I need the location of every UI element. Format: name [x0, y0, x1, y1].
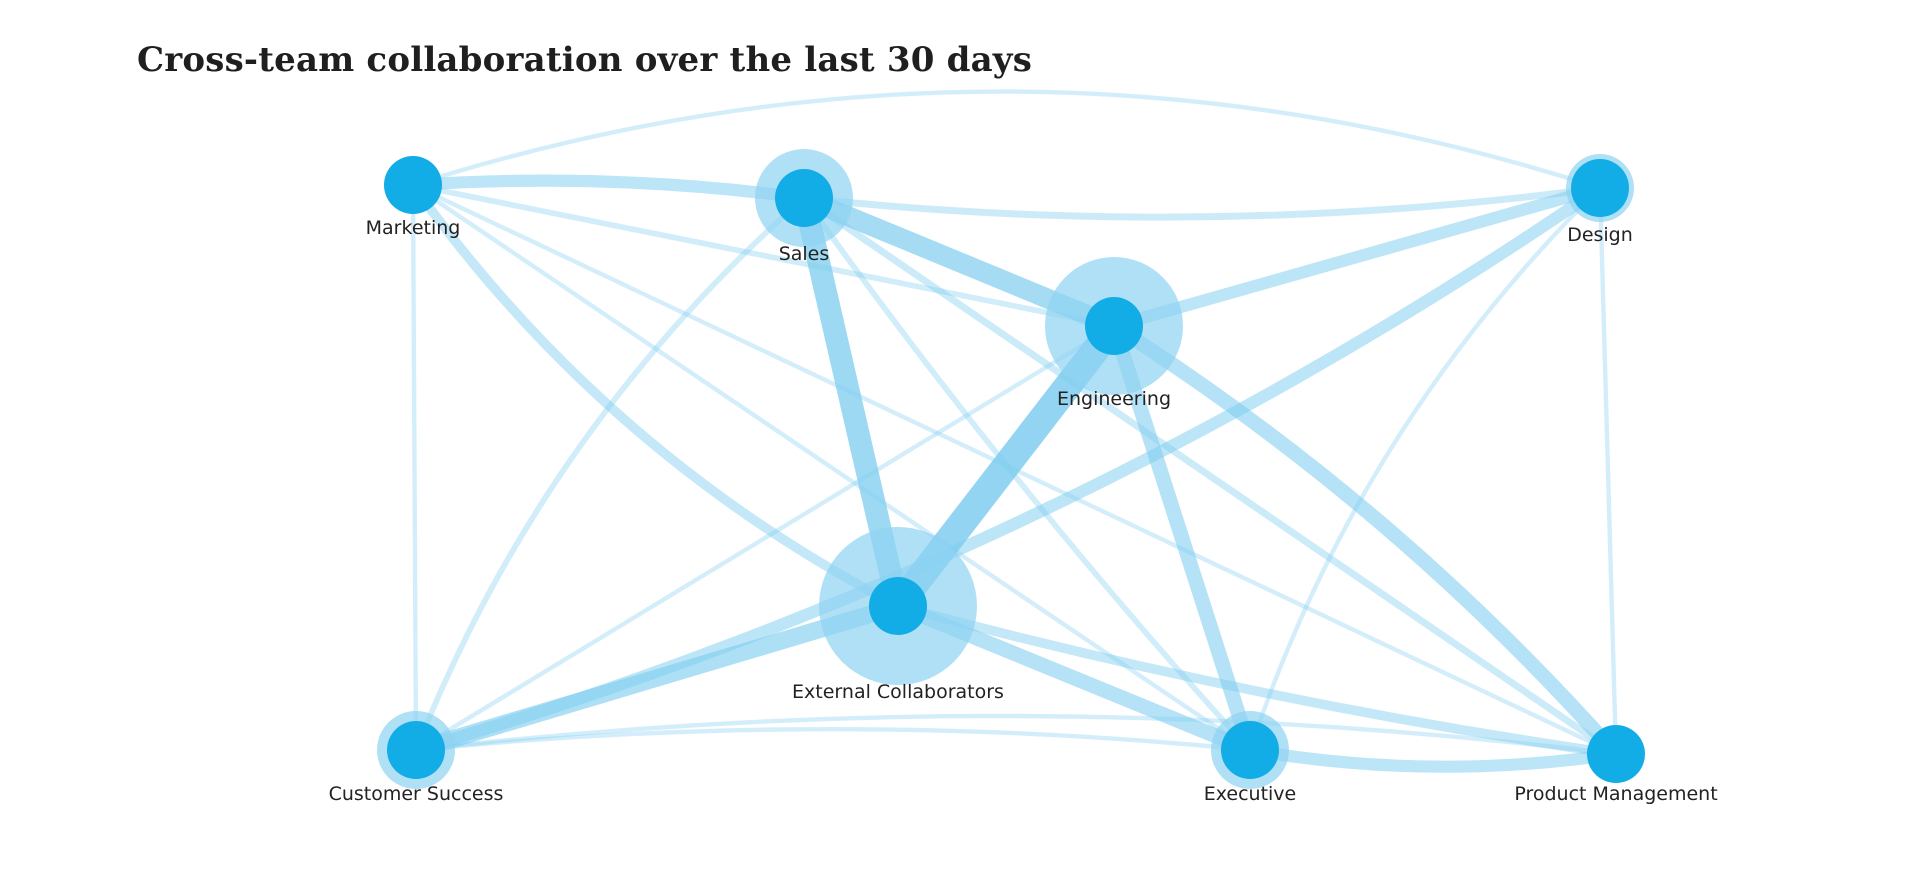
label-layer: Marketing Sales Design Engineering External … — [329, 217, 1718, 805]
node-product[interactable] — [1587, 725, 1645, 783]
edge-customer_success-design — [409, 181, 1607, 757]
edge-sales-design — [800, 184, 1604, 221]
node-external[interactable] — [869, 577, 927, 635]
node-label-sales: Sales — [779, 243, 830, 265]
node-label-engineering: Engineering — [1057, 388, 1171, 410]
edge-marketing-external — [408, 180, 903, 611]
edge-customer_success-executive — [413, 726, 1253, 753]
edge-sales-customer_success — [413, 195, 807, 753]
edge-sales-product — [800, 194, 1620, 758]
edge-sales-executive — [801, 195, 1253, 753]
edge-marketing-engineering — [410, 182, 1117, 329]
node-label-design: Design — [1567, 224, 1633, 246]
node-engineering[interactable] — [1085, 297, 1143, 355]
edge-marketing-sales — [406, 174, 811, 205]
edge-engineering-design — [1107, 181, 1607, 333]
edge-marketing-product — [410, 182, 1619, 757]
node-label-external: External Collaborators — [792, 681, 1004, 703]
edge-marketing-executive — [410, 182, 1253, 753]
edge-marketing-customer_success — [410, 182, 419, 753]
node-marketing[interactable] — [384, 156, 442, 214]
node-design[interactable] — [1571, 159, 1629, 217]
edge-external-product — [893, 601, 1621, 759]
edge-engineering-product — [1106, 318, 1624, 762]
node-label-executive: Executive — [1204, 783, 1297, 805]
edge-customer_success-engineering — [413, 323, 1117, 753]
node-customer_success[interactable] — [387, 721, 445, 779]
page-title: Cross-team collaboration over the last 3… — [137, 40, 1033, 80]
edge-design-product — [1597, 185, 1619, 757]
node-label-marketing: Marketing — [366, 217, 461, 239]
node-layer — [384, 156, 1645, 783]
node-label-product: Product Management — [1514, 783, 1717, 805]
node-executive[interactable] — [1221, 721, 1279, 779]
edge-executive-product — [1243, 743, 1623, 773]
edge-customer_success-product — [413, 713, 1619, 757]
node-sales[interactable] — [775, 169, 833, 227]
edge-layer — [406, 89, 1624, 773]
node-label-customer_success: Customer Success — [329, 783, 504, 805]
edge-marketing-design — [410, 89, 1603, 191]
edge-design-executive — [1247, 185, 1603, 753]
